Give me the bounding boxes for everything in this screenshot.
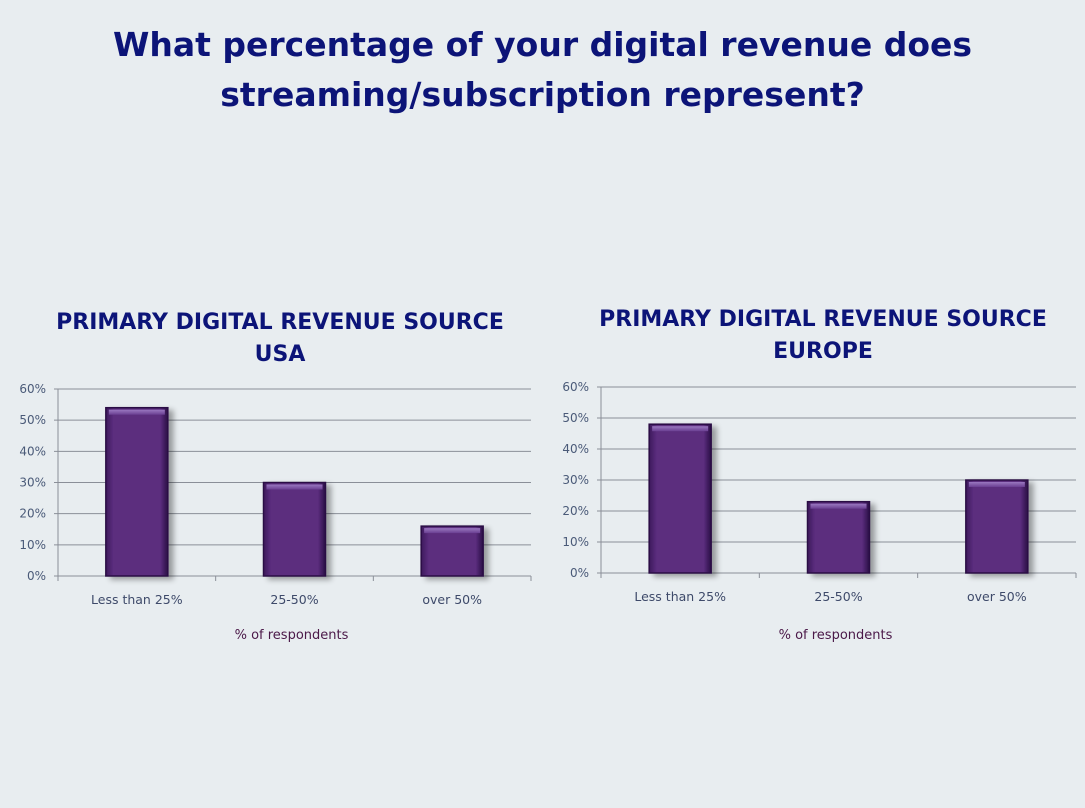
chart-title-line-1: PRIMARY DIGITAL REVENUE SOURCE bbox=[56, 310, 504, 335]
bar-group bbox=[105, 406, 169, 577]
bar-highlight bbox=[266, 484, 323, 490]
bar-25-50- bbox=[262, 481, 327, 577]
bar-group bbox=[262, 481, 327, 577]
bar-group bbox=[648, 423, 712, 574]
bar-less-than-25- bbox=[105, 406, 169, 577]
y-tick-label: 40% bbox=[562, 442, 589, 456]
y-tick-label: 50% bbox=[562, 411, 589, 425]
y-tick-label: 0% bbox=[27, 569, 46, 583]
category-label: 25-50% bbox=[814, 589, 862, 604]
category-label: over 50% bbox=[422, 592, 482, 607]
bar-25-50- bbox=[806, 500, 871, 574]
y-tick-label: 20% bbox=[562, 504, 589, 518]
bar-less-than-25- bbox=[648, 423, 712, 574]
bar-highlight bbox=[424, 528, 481, 534]
chart-title-line-2: EUROPE bbox=[773, 339, 873, 364]
bar-highlight bbox=[108, 409, 165, 415]
chart-title-line-1: PRIMARY DIGITAL REVENUE SOURCE bbox=[599, 307, 1047, 332]
page-title: What percentage of your digital revenue … bbox=[0, 20, 1085, 120]
category-label: Less than 25% bbox=[91, 592, 183, 607]
x-axis-title: % of respondents bbox=[235, 628, 349, 643]
y-tick-label: 50% bbox=[19, 413, 46, 427]
bar-highlight bbox=[652, 426, 709, 432]
y-tick-label: 20% bbox=[19, 507, 46, 521]
y-tick-label: 60% bbox=[562, 380, 589, 394]
bar-over-50- bbox=[965, 479, 1029, 574]
category-label: Less than 25% bbox=[634, 589, 726, 604]
bar-group bbox=[806, 500, 871, 574]
bar-highlight bbox=[810, 503, 867, 509]
page-title-line-1: What percentage of your digital revenue … bbox=[112, 25, 973, 64]
bar-over-50- bbox=[420, 525, 484, 577]
y-tick-label: 40% bbox=[19, 444, 46, 458]
bar-highlight bbox=[968, 482, 1025, 487]
y-tick-label: 60% bbox=[19, 382, 46, 396]
category-label: over 50% bbox=[967, 589, 1027, 604]
chart-title-line-2: USA bbox=[255, 342, 306, 367]
bar-group bbox=[420, 525, 484, 577]
bar-group bbox=[965, 479, 1029, 574]
y-tick-label: 0% bbox=[570, 566, 589, 580]
category-label: 25-50% bbox=[270, 592, 318, 607]
y-tick-label: 30% bbox=[562, 473, 589, 487]
y-tick-label: 10% bbox=[562, 535, 589, 549]
page-title-line-2: streaming/subscription represent? bbox=[220, 75, 865, 114]
y-tick-label: 10% bbox=[19, 538, 46, 552]
y-tick-label: 30% bbox=[19, 476, 46, 490]
x-axis-title: % of respondents bbox=[779, 628, 893, 643]
